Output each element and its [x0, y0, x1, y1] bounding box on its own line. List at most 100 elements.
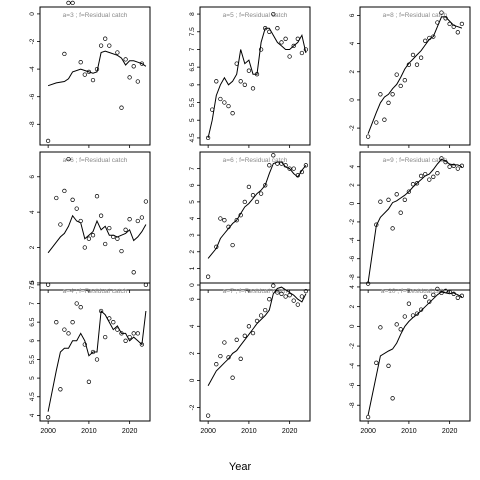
observed-point: [271, 153, 276, 158]
y-tick-label: -8: [349, 402, 356, 408]
y-tick-label: 0: [349, 324, 356, 328]
observed-point: [410, 182, 416, 187]
y-tick-label: 7.5: [29, 280, 36, 289]
observed-point: [119, 331, 124, 336]
observed-point: [131, 331, 136, 336]
fitted-line: [207, 286, 307, 387]
observed-point: [365, 134, 371, 139]
observed-point: [295, 36, 300, 41]
observed-point: [390, 396, 395, 401]
observed-point: [230, 242, 235, 248]
panel-9: a=10 ; f=Residual catch 4 2 0 -2 -4 -6 -8 2000 20…: [349, 282, 471, 435]
observed-point: [250, 330, 256, 336]
panel-7: a=4 ; f=Residual catch 4 4.5 5 5.5 6 6.5 7 7.5 20…: [29, 280, 151, 435]
observed-point: [423, 38, 428, 43]
y-tick-label: 7: [189, 47, 196, 51]
observed-point: [119, 248, 124, 254]
observed-point: [238, 79, 243, 84]
y-tick-label: 5.5: [29, 355, 36, 364]
observed-point: [263, 307, 268, 313]
fitted-line: [47, 50, 147, 87]
observed-point: [234, 61, 239, 66]
x-tick-label: 2010: [81, 428, 97, 435]
observed-point: [439, 290, 444, 296]
y-tick-label: 6: [29, 175, 36, 179]
observed-point: [238, 213, 243, 218]
observed-point: [119, 105, 124, 110]
observed-point: [271, 11, 276, 17]
observed-point: [90, 349, 96, 355]
y-tick-label: 5: [189, 118, 196, 122]
observed-point: [258, 47, 264, 52]
y-tick-label: 4: [29, 413, 36, 417]
observed-point: [459, 21, 465, 27]
panel-frame: [39, 6, 151, 146]
panel-label: a=4 ; f=Residual catch: [63, 288, 128, 295]
fitted-line: [367, 291, 463, 416]
observed-point: [103, 334, 108, 340]
fitted-line: [207, 27, 307, 139]
y-tick-label: -2: [349, 343, 356, 349]
observed-point: [414, 311, 420, 316]
observed-point: [423, 294, 428, 299]
observed-point: [103, 36, 108, 41]
observed-point: [115, 50, 120, 55]
observed-point: [90, 233, 96, 238]
observed-point: [210, 107, 215, 112]
observed-point: [205, 135, 211, 141]
observed-point: [435, 286, 440, 292]
observed-point: [427, 177, 432, 182]
observed-point: [431, 174, 436, 179]
y-tick-label: 2: [29, 245, 36, 249]
observed-point: [62, 51, 67, 57]
observed-point: [127, 217, 132, 222]
observed-point: [390, 226, 395, 231]
observed-point: [218, 353, 223, 359]
observed-point: [66, 156, 71, 162]
observed-point: [214, 362, 219, 367]
observed-point: [386, 363, 391, 368]
x-tick-label: 2000: [40, 428, 56, 435]
observed-point: [230, 111, 235, 116]
observed-point: [250, 86, 256, 91]
observed-point: [418, 173, 424, 179]
observed-point: [214, 244, 219, 249]
observed-point: [78, 60, 83, 65]
observed-point: [394, 192, 399, 197]
observed-point: [74, 206, 79, 211]
y-tick-label: -6: [349, 255, 356, 261]
observed-point: [111, 320, 116, 325]
panel-frame: [199, 6, 311, 146]
observed-point: [70, 197, 75, 202]
observed-point: [82, 72, 87, 77]
observed-point: [443, 288, 448, 294]
panel-label: a=8 ; f=Residual catch: [383, 12, 448, 19]
observed-point: [275, 161, 280, 166]
y-tick-label: 0: [349, 201, 356, 205]
observed-point: [131, 270, 136, 275]
observed-point: [226, 103, 231, 109]
observed-point: [443, 16, 448, 21]
observed-point: [214, 79, 219, 84]
y-tick-label: -8: [29, 121, 36, 127]
observed-point: [45, 138, 51, 144]
observed-point: [451, 291, 456, 296]
observed-point: [254, 72, 260, 77]
panel-frame: [39, 151, 151, 291]
observed-point: [378, 325, 383, 330]
panel-label: a=6 ; f=Residual catch: [63, 157, 128, 164]
observed-point: [303, 163, 309, 168]
observed-point: [74, 301, 79, 306]
observed-point: [254, 318, 260, 324]
observed-point: [390, 92, 395, 97]
fitted-line: [367, 16, 463, 134]
observed-point: [423, 171, 428, 177]
y-tick-label: 7: [189, 166, 196, 170]
observed-point: [283, 36, 288, 41]
y-tick-label: 8: [189, 12, 196, 16]
observed-point: [135, 218, 140, 224]
observed-point: [378, 92, 383, 97]
y-tick-label: 7: [29, 301, 36, 305]
observed-point: [242, 82, 247, 87]
observed-point: [230, 375, 235, 380]
